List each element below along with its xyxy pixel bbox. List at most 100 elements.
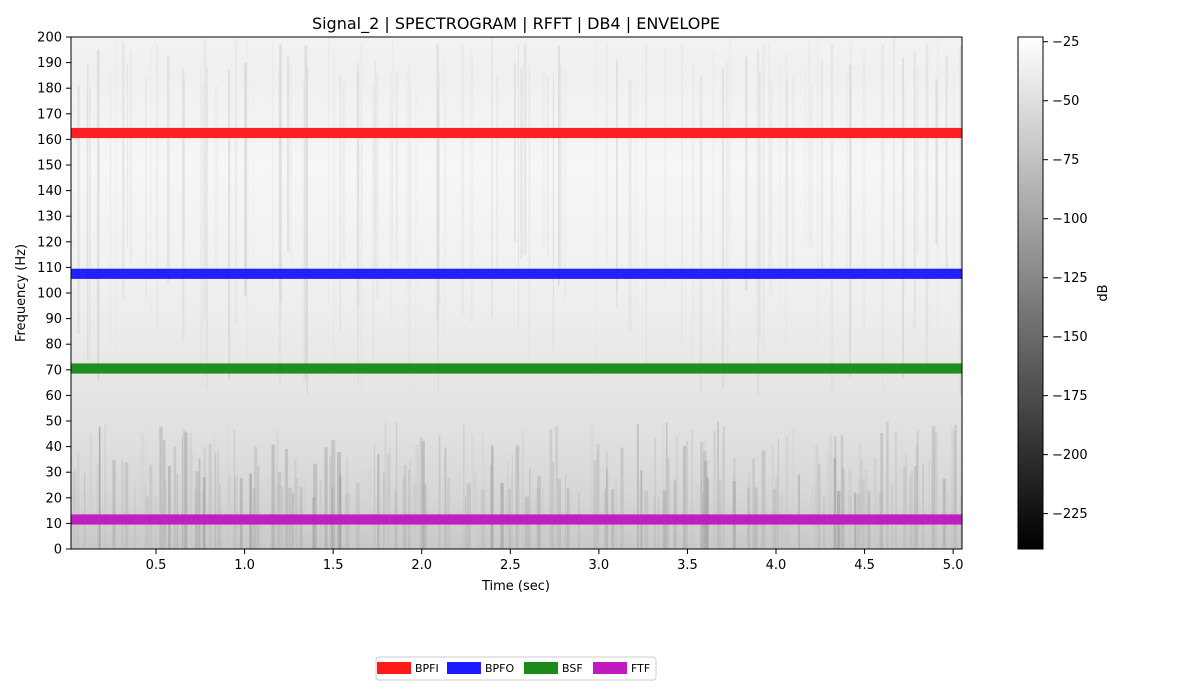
spectrogram-streak (257, 465, 260, 549)
spectrogram-streak (374, 61, 376, 276)
legend-label-bsf: BSF (562, 662, 583, 675)
spectrogram-streak (756, 50, 760, 396)
spectrogram-streak (384, 422, 387, 549)
spectrogram-streak (306, 67, 308, 396)
colorbar-tick-label: −200 (1052, 448, 1088, 463)
y-tick-label: 80 (45, 338, 62, 353)
x-tick-label: 0.5 (146, 558, 167, 573)
spectrogram-streak (725, 61, 729, 383)
spectrogram-streak (804, 59, 807, 246)
spectrogram-streak (904, 452, 908, 549)
spectrogram-streak (523, 43, 527, 255)
spectrogram-streak (937, 39, 939, 386)
spectrogram-streak (811, 84, 813, 247)
spectrogram-streak (886, 443, 889, 549)
spectrogram-streak (294, 478, 299, 549)
spectrogram-streak (552, 462, 554, 549)
spectrogram-streak (590, 423, 594, 549)
spectrogram-streak (279, 43, 281, 387)
spectrogram-streak (116, 43, 118, 372)
spectrogram-streak (721, 438, 724, 549)
spectrogram-streak (437, 87, 439, 394)
spectrogram-streak (470, 52, 473, 323)
spectrogram-streak (547, 77, 549, 255)
spectrogram-streak (182, 73, 185, 244)
spectrogram-streak (858, 479, 862, 549)
spectrogram-streak (324, 447, 328, 549)
legend-label-bpfo: BPFO (485, 662, 515, 675)
colorbar-tick-label: −125 (1052, 271, 1088, 286)
band-bpfi (71, 127, 962, 139)
spectrogram-streak (278, 474, 282, 549)
y-tick-label: 180 (37, 82, 62, 97)
spectrogram-streak (729, 37, 732, 260)
spectrogram-streak (166, 55, 170, 283)
spectrogram-streak (151, 466, 153, 549)
spectrogram-streak (552, 74, 554, 350)
spectrogram-streak (145, 77, 147, 299)
spectrogram-streak (902, 57, 904, 379)
y-axis-label: Frequency (Hz) (14, 244, 29, 342)
spectrogram-streak (89, 434, 93, 549)
spectrogram-streak (373, 445, 376, 549)
spectrogram-streak (271, 39, 274, 291)
spectrogram-streak (279, 45, 282, 303)
spectrogram-streak (97, 50, 100, 381)
spectrogram-streak (122, 43, 125, 299)
y-tick-label: 110 (37, 261, 62, 276)
spectrogram-streak (514, 63, 516, 243)
spectrogram-streak (913, 51, 916, 330)
frequency-bands (71, 127, 962, 525)
spectrogram-streak (208, 444, 212, 549)
spectrogram-streak (733, 457, 736, 549)
spectrogram-streak (304, 45, 308, 381)
spectrogram-streak (858, 442, 862, 549)
spectrogram-streak (471, 434, 474, 549)
x-tick-label: 2.0 (411, 558, 432, 573)
spectrogram-streak (748, 471, 751, 549)
spectrogram-streak (864, 470, 868, 549)
spectrogram-streak (691, 63, 694, 373)
spectrogram-streak (246, 39, 249, 366)
spectrogram-streak (127, 62, 129, 249)
spectrogram-streak (777, 438, 779, 549)
spectrogram-streak (791, 77, 795, 277)
spectrogram-streak (412, 476, 416, 549)
spectrogram-streak (77, 452, 80, 549)
spectrogram-streak (761, 450, 766, 549)
spectrogram-streak (121, 459, 124, 549)
spectrogram-streak (654, 437, 657, 549)
spectrogram-streak (848, 468, 852, 549)
spectrogram-streak (758, 71, 761, 340)
spectrogram-streak (903, 466, 907, 549)
chart-title: Signal_2 | SPECTROGRAM | RFFT | DB4 | EN… (312, 14, 720, 34)
spectrogram-streak (637, 423, 639, 549)
spectrogram-streak (762, 43, 765, 351)
spectrogram-streak (217, 449, 219, 549)
spectrogram-streak (808, 41, 811, 248)
spectrogram-streak (233, 430, 235, 549)
spectrogram-streak (706, 477, 709, 549)
spectrogram-streak (156, 45, 158, 329)
spectrogram-streak (954, 424, 957, 549)
spectrogram-streak (828, 435, 833, 549)
colorbar-label: dB (1096, 284, 1111, 301)
spectrogram-streak (904, 84, 906, 296)
spectrogram-streak (605, 468, 609, 549)
x-tick-label: 3.0 (589, 558, 610, 573)
spectrogram-streak (506, 461, 509, 549)
y-tick-label: 160 (37, 133, 62, 148)
spectrogram-streak (125, 462, 129, 549)
y-axis: 0 10 20 30 40 50 60 70 80 90 100 110 120 130 140 150 160… (37, 31, 71, 558)
spectrogram-streak (104, 422, 106, 549)
spectrogram-streak (846, 70, 848, 274)
spectrogram-streak (901, 433, 903, 549)
spectrogram-streak (491, 445, 494, 549)
spectrogram-streak (894, 431, 898, 549)
spectrogram-streak (140, 433, 144, 549)
spectrogram-streak (860, 459, 863, 549)
spectrogram-streak (249, 473, 252, 549)
colorbar-tick-label: −225 (1052, 507, 1088, 522)
spectrogram-streak (818, 464, 821, 549)
